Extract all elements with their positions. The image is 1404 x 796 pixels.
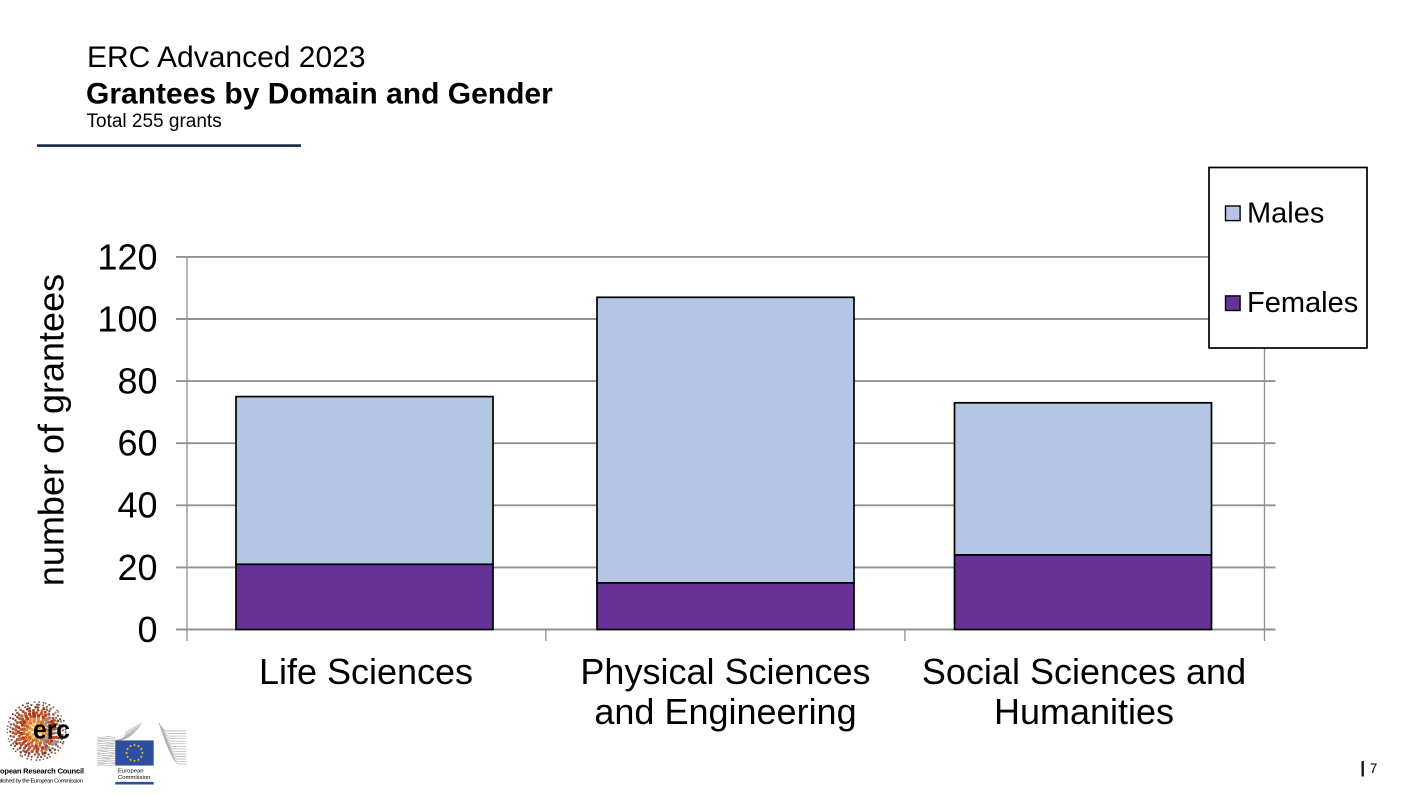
svg-text:40: 40	[117, 485, 157, 526]
svg-text:Established by the European Co: Established by the European Commission	[0, 779, 83, 785]
svg-text:Grantees by Domain and Gender: Grantees by Domain and Gender	[86, 77, 553, 110]
svg-text:number of grantees: number of grantees	[31, 274, 72, 586]
svg-text:Physical Sciences: Physical Sciences	[580, 651, 870, 692]
svg-text:Total 255 grants: Total 255 grants	[87, 111, 222, 132]
svg-text:Commission: Commission	[118, 775, 150, 781]
svg-text:Life Sciences: Life Sciences	[259, 651, 473, 692]
svg-text:60: 60	[117, 423, 157, 464]
svg-text:120: 120	[97, 236, 157, 277]
svg-text:and Engineering: and Engineering	[594, 691, 856, 732]
svg-text:Males: Males	[1247, 197, 1324, 229]
svg-text:7: 7	[1370, 761, 1378, 776]
svg-text:80: 80	[117, 361, 157, 402]
svg-text:Females: Females	[1247, 287, 1358, 319]
svg-text:European: European	[118, 768, 144, 774]
svg-text:erc: erc	[33, 715, 70, 745]
svg-text:100: 100	[97, 298, 157, 339]
svg-text:0: 0	[137, 609, 157, 650]
svg-text:Social Sciences and: Social Sciences and	[922, 651, 1246, 692]
svg-text:European Research Council: European Research Council	[0, 767, 84, 776]
svg-text:Humanities: Humanities	[994, 691, 1174, 732]
svg-text:ERC Advanced 2023: ERC Advanced 2023	[87, 41, 366, 74]
svg-text:20: 20	[117, 547, 157, 588]
